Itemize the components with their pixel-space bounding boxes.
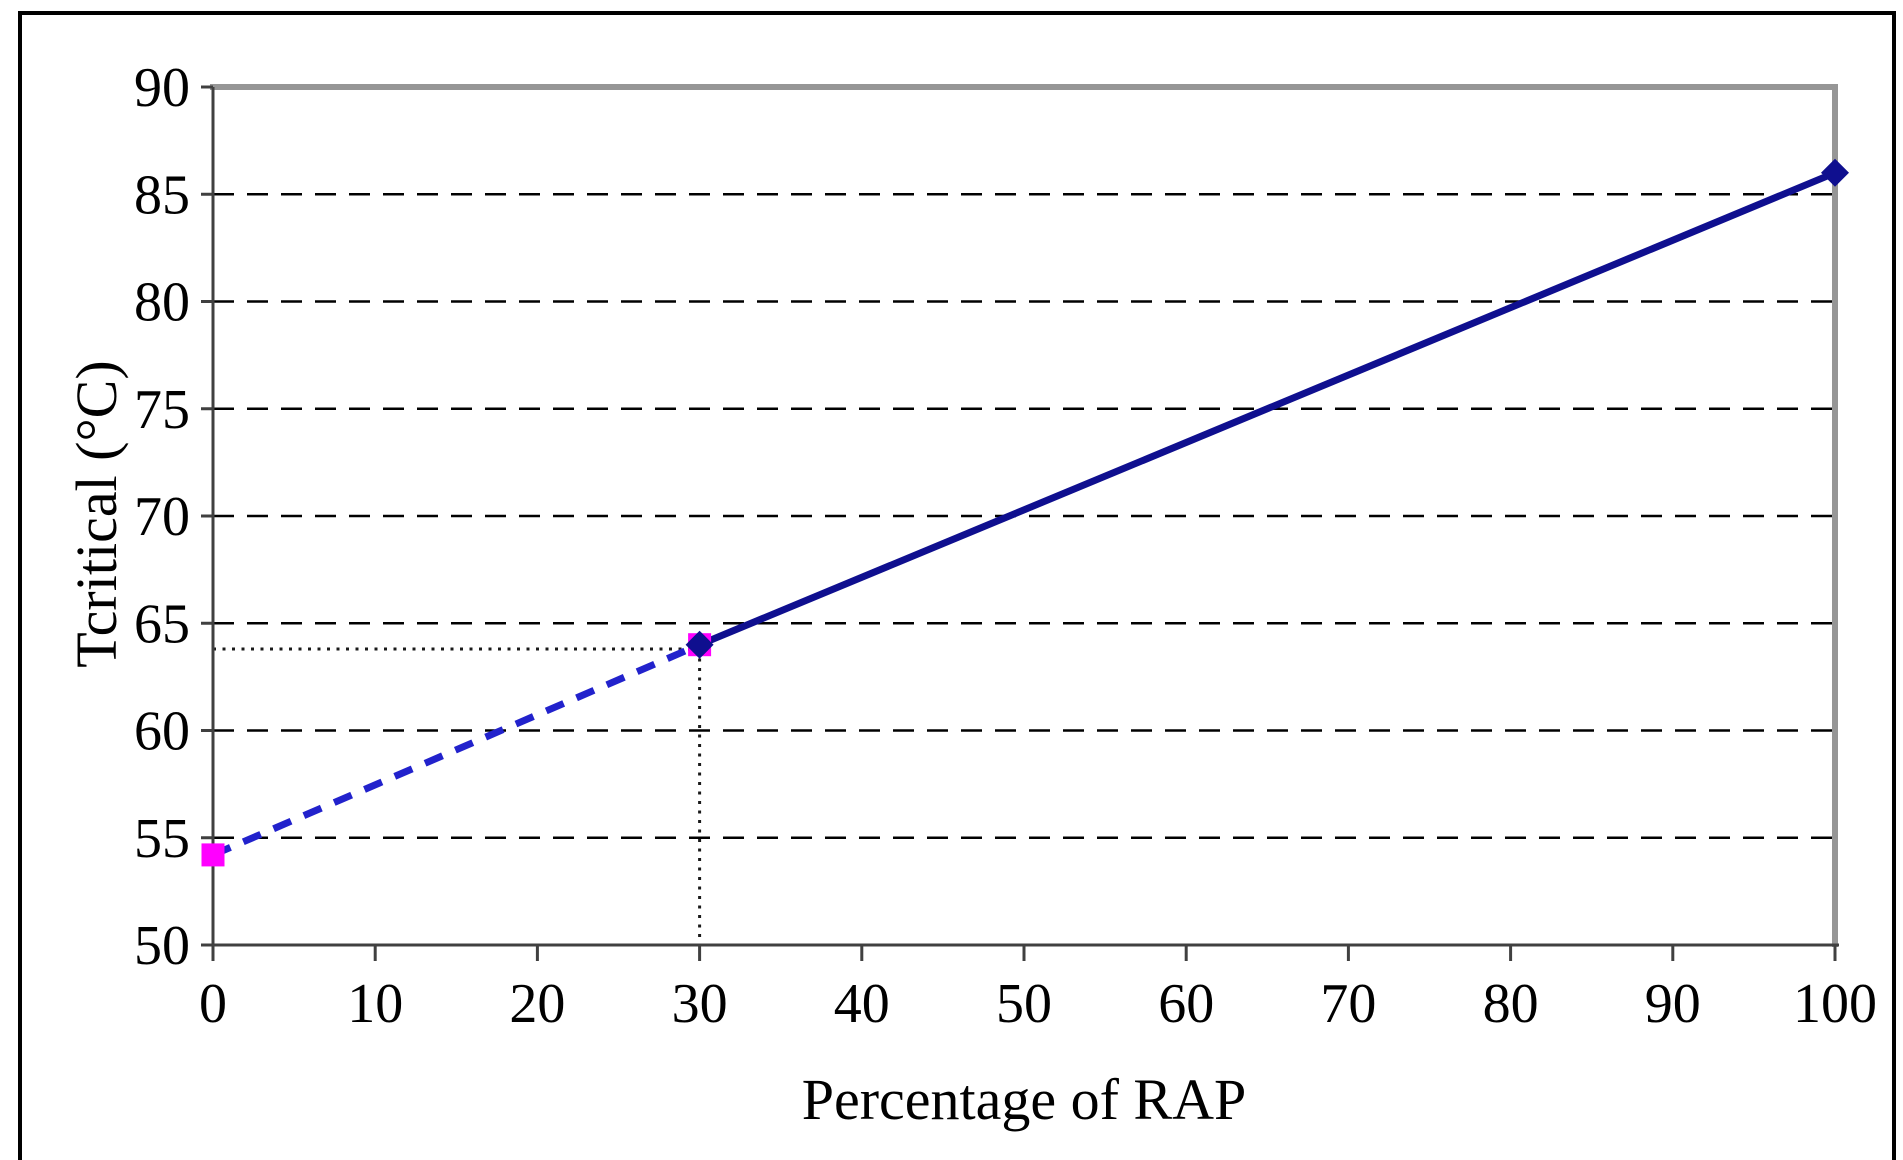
x-tick-label: 100	[1793, 973, 1877, 1035]
y-tick-label: 55	[134, 808, 190, 870]
x-tick-label: 0	[199, 973, 227, 1035]
x-tick-label: 80	[1483, 973, 1539, 1035]
x-tick-label: 70	[1320, 973, 1376, 1035]
y-tick-label: 80	[134, 272, 190, 334]
y-tick-label: 60	[134, 701, 190, 763]
y-tick-label: 90	[134, 57, 190, 119]
x-tick-label: 10	[347, 973, 403, 1035]
y-tick-label: 75	[134, 379, 190, 441]
series-line-blending-chart-solid	[698, 169, 1837, 648]
marker-square	[201, 843, 225, 867]
x-tick-label: 40	[834, 973, 890, 1035]
y-tick-label: 70	[134, 486, 190, 548]
series-line-extrapolated-blend-dashed	[211, 641, 701, 859]
marker-diamond	[1821, 158, 1849, 187]
x-tick-label: 60	[1158, 973, 1214, 1035]
x-tick-label: 50	[996, 973, 1052, 1035]
x-tick-label: 90	[1645, 973, 1701, 1035]
y-tick-label: 85	[134, 164, 190, 226]
y-tick-label: 50	[134, 915, 190, 977]
marker-diamond	[685, 630, 714, 659]
x-tick-label: 30	[672, 973, 728, 1035]
x-axis-title: Percentage of RAP	[801, 1067, 1247, 1132]
x-tick-label: 20	[509, 973, 565, 1035]
y-tick-label: 65	[134, 593, 190, 655]
chart-frame	[18, 11, 1896, 1160]
y-axis-title: Tcritical (°C)	[64, 360, 129, 668]
